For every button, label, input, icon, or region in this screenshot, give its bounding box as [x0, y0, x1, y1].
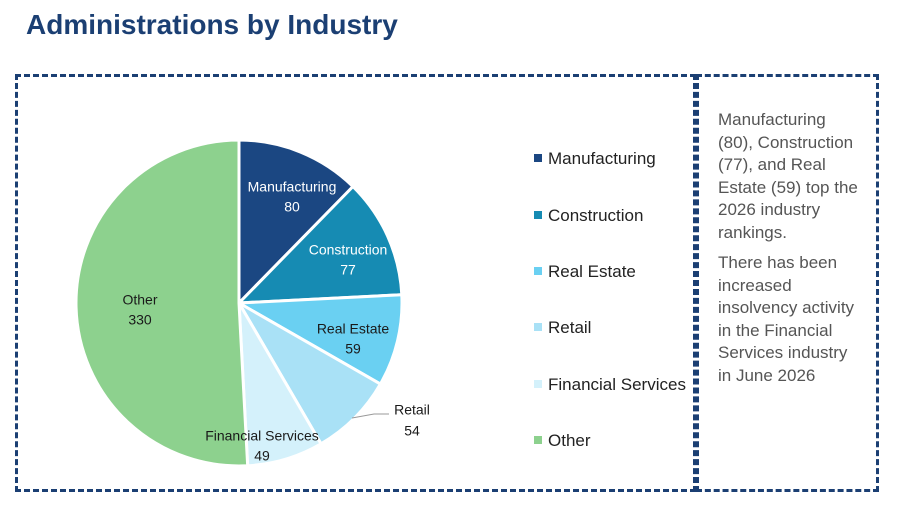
- legend-label: Financial Services: [548, 375, 686, 394]
- page-title: Administrations by Industry: [26, 9, 398, 40]
- legend-label: Other: [548, 431, 591, 450]
- legend-label: Real Estate: [548, 262, 636, 281]
- slice-value-construction: 77: [340, 262, 356, 278]
- slice-value-manufacturing: 80: [284, 199, 300, 215]
- legend-item-real-estate: Real Estate: [534, 262, 636, 282]
- legend-swatch: [534, 380, 542, 388]
- legend-swatch: [534, 323, 542, 331]
- commentary-paragraph-1: Manufacturing (80), Construction (77), a…: [718, 110, 858, 242]
- legend-label: Construction: [548, 206, 644, 225]
- legend-label: Manufacturing: [548, 149, 656, 168]
- slice-value-other: 330: [128, 312, 152, 328]
- slice-value-real-estate: 59: [345, 341, 361, 357]
- pie-slice-construction: [237, 184, 404, 305]
- chart-frame: [15, 74, 696, 492]
- legend-swatch: [534, 154, 542, 162]
- legend-label: Retail: [548, 318, 592, 337]
- pie-slice-other: [74, 138, 250, 468]
- pie-slice-manufacturing: [237, 138, 355, 305]
- slice-label-retail: Retail: [394, 402, 430, 418]
- legend-item-construction: Construction: [534, 206, 643, 226]
- retail-leader-line: [351, 413, 389, 419]
- legend-swatch: [534, 267, 542, 275]
- legend-swatch: [534, 436, 542, 444]
- slice-label-construction: Construction: [309, 242, 388, 258]
- legend-swatch: [534, 211, 542, 219]
- commentary-paragraph-2: There has been increased insolvency acti…: [718, 253, 855, 385]
- slice-label-financial-services: Financial Services: [205, 428, 319, 444]
- slice-value-retail: 54: [404, 423, 420, 439]
- legend-item-other: Other: [534, 431, 591, 451]
- legend-item-manufacturing: Manufacturing: [534, 149, 656, 169]
- legend-item-financial-services: Financial Services: [534, 375, 686, 395]
- legend-item-retail: Retail: [534, 318, 591, 338]
- pie-slice-real-estate: [237, 293, 404, 386]
- slice-label-real-estate: Real Estate: [317, 321, 390, 337]
- commentary-panel: Manufacturing (80), Construction (77), a…: [696, 74, 879, 492]
- slice-label-manufacturing: Manufacturing: [248, 179, 337, 195]
- slice-label-other: Other: [122, 292, 157, 308]
- slice-value-financial-services: 49: [254, 448, 270, 464]
